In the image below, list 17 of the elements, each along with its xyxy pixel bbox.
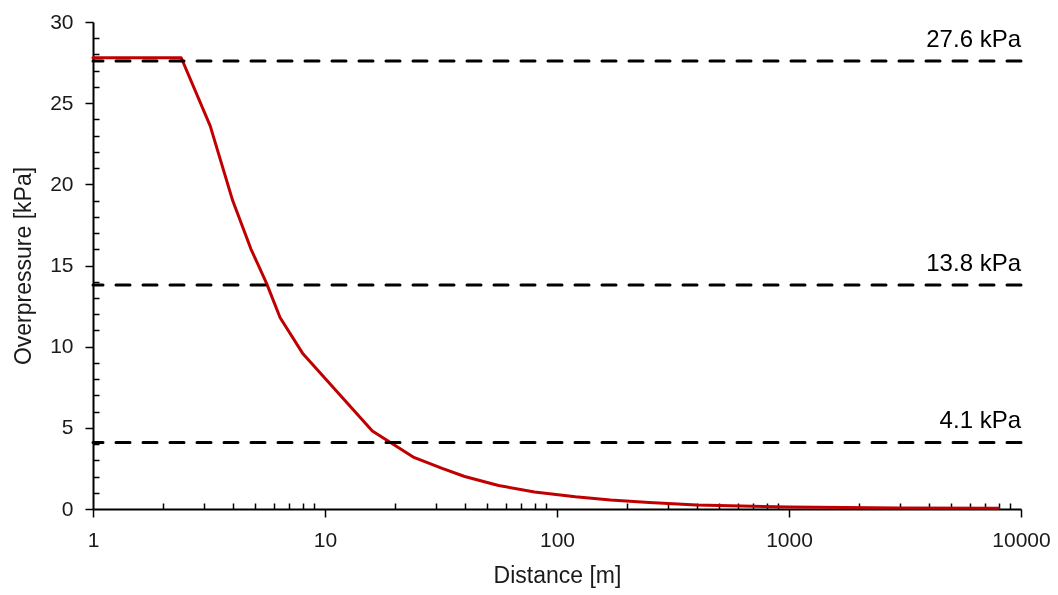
- y-axis-title: Overpressure [kPa]: [10, 166, 37, 366]
- y-tick-label: 10: [50, 334, 74, 358]
- x-tick-label: 100: [539, 527, 576, 551]
- y-tick-label: 25: [50, 90, 74, 114]
- y-tick-label: 0: [61, 496, 74, 520]
- y-tick-label: 20: [50, 171, 74, 195]
- y-tick-label: 15: [50, 253, 74, 276]
- ref-line-label: 27.6 kPa: [926, 24, 1022, 52]
- x-tick-label: 1: [87, 527, 100, 551]
- ref-line-label: 4.1 kPa: [939, 406, 1022, 434]
- y-tick-label: 30: [50, 9, 74, 33]
- x-tick-label: 10000: [992, 527, 1051, 551]
- x-axis-title: Distance [m]: [493, 561, 622, 588]
- x-tick-label: 1000: [766, 527, 813, 551]
- y-tick-label: 5: [61, 415, 74, 439]
- ref-line-label: 13.8 kPa: [926, 248, 1022, 276]
- x-tick-label: 10: [313, 527, 338, 551]
